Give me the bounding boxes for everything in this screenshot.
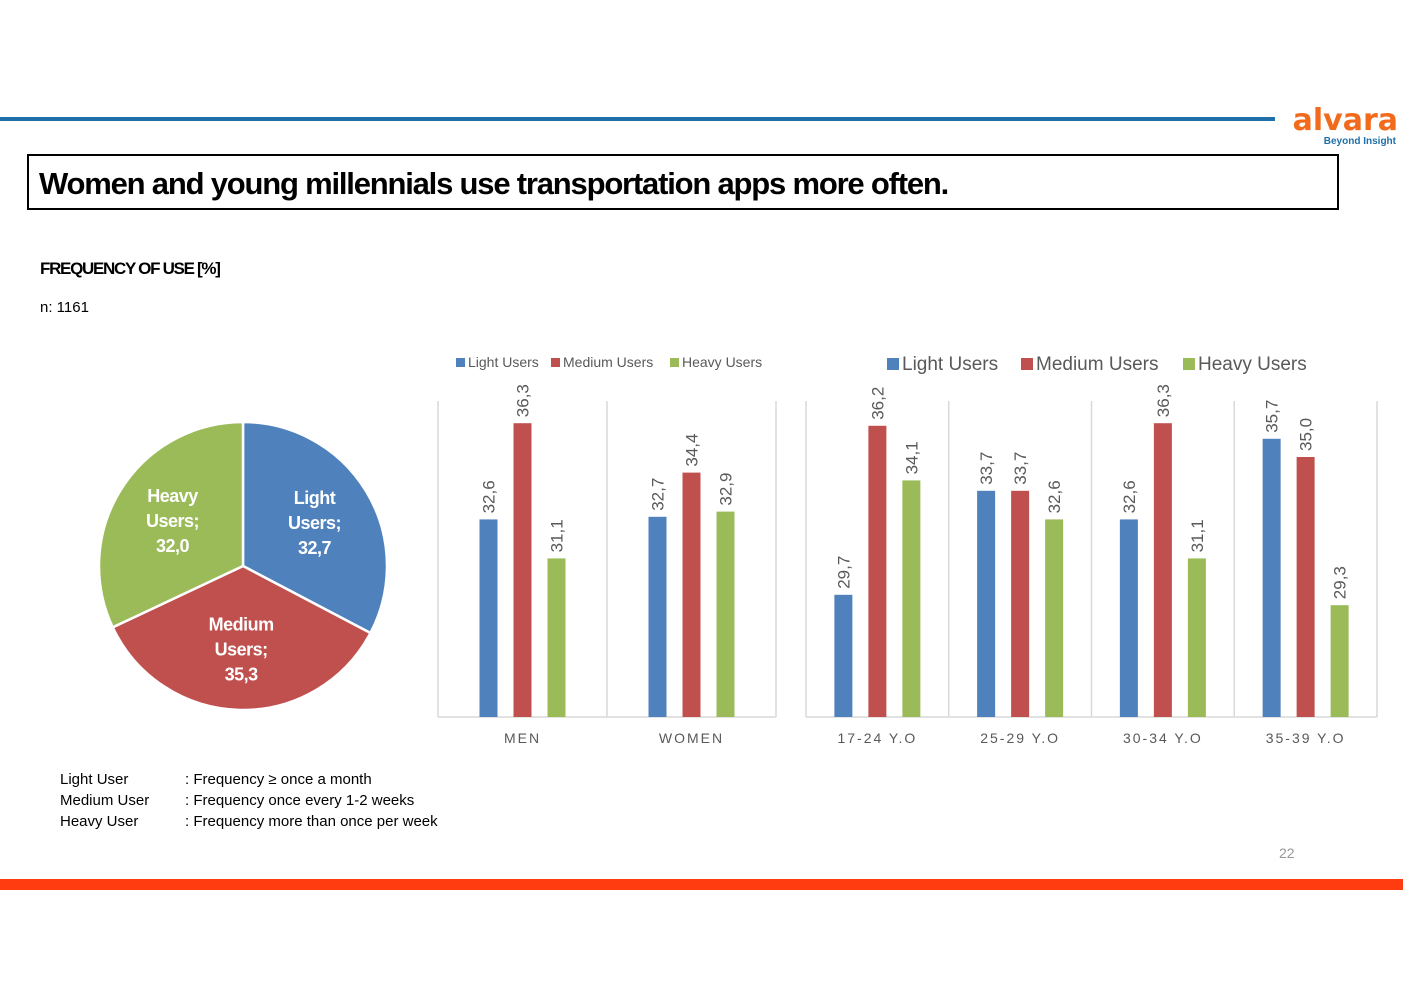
bar-medium-users — [682, 472, 701, 717]
bar-value-label: 32,6 — [1120, 480, 1139, 513]
category-tick-label: 30-34 Y.O — [1123, 730, 1203, 746]
legend-swatch — [551, 358, 560, 367]
bar-heavy-users — [1045, 519, 1064, 717]
pie-data-label: Heavy — [147, 486, 198, 506]
pie-data-label: Medium — [209, 614, 274, 634]
category-tick-label: 25-29 Y.O — [980, 730, 1060, 746]
bar-value-label: 32,6 — [1045, 480, 1064, 513]
bar-light-users — [977, 490, 996, 717]
pie-data-label: Users; — [215, 639, 268, 659]
legend-entry: Medium Users — [563, 354, 653, 370]
bar-value-label: 33,7 — [977, 452, 996, 485]
bar-value-label: 35,0 — [1297, 418, 1316, 451]
category-tick-label: 17-24 Y.O — [837, 730, 917, 746]
pie-slice-medium-users — [111, 564, 373, 712]
bar-value-label: 32,6 — [480, 480, 499, 513]
legend-entry: Heavy Users — [1198, 354, 1307, 375]
bar-value-label: 36,2 — [868, 387, 887, 420]
definition-term: Heavy User — [60, 813, 139, 830]
bar-medium-users — [1296, 457, 1315, 717]
bar-medium-users — [1011, 490, 1030, 717]
bar-heavy-users — [1187, 558, 1206, 717]
pie-data-label: Users; — [146, 511, 199, 531]
pie-data-label: 35,3 — [225, 664, 259, 684]
bar-value-label: 29,7 — [834, 556, 853, 589]
legend-swatch — [670, 358, 679, 367]
bar-light-users — [1119, 519, 1138, 717]
pie-data-label: Light — [294, 488, 336, 508]
legend-swatch — [1021, 358, 1033, 370]
footer-bar — [0, 879, 1403, 890]
definition-desc: : Frequency once every 1-2 weeks — [185, 792, 415, 809]
bar-value-label: 32,7 — [649, 478, 668, 511]
definition-term: Medium User — [60, 792, 150, 809]
chart-subtitle: FREQUENCY OF USE [%] — [40, 259, 221, 278]
bar-medium-users — [513, 423, 532, 717]
bar-value-label: 32,9 — [717, 473, 736, 506]
bar-value-label: 29,3 — [1331, 566, 1350, 599]
legend-entry: Light Users — [468, 354, 539, 370]
pie-data-label: 32,7 — [298, 538, 332, 558]
page-number: 22 — [1279, 845, 1295, 861]
header-accent-line — [0, 117, 1275, 121]
page-title: Women and young millennials use transpor… — [39, 166, 949, 201]
legend-swatch — [1183, 358, 1195, 370]
bar-medium-users — [868, 425, 887, 717]
bar-light-users — [648, 516, 667, 717]
bar-heavy-users — [547, 558, 566, 717]
pie-data-label: 32,0 — [156, 536, 190, 556]
bar-value-label: 34,1 — [902, 441, 921, 474]
bar-value-label: 31,1 — [1188, 519, 1207, 552]
bar-medium-users — [1153, 423, 1172, 717]
bar-value-label: 36,3 — [514, 384, 533, 417]
bar-value-label: 35,7 — [1263, 400, 1282, 433]
pie-slice-heavy-users — [97, 420, 245, 629]
legend-swatch — [887, 358, 899, 370]
definition-term: Light User — [60, 771, 129, 788]
bar-value-label: 34,4 — [683, 434, 702, 467]
bar-value-label: 36,3 — [1154, 384, 1173, 417]
bar-light-users — [1262, 438, 1281, 717]
bar-heavy-users — [902, 480, 921, 717]
bar-heavy-users — [716, 511, 735, 717]
pie-data-label: Users; — [288, 513, 341, 533]
bar-light-users — [479, 519, 498, 717]
category-tick-label: MEN — [504, 730, 541, 746]
pie-slice-light-users — [241, 420, 389, 635]
legend-entry: Heavy Users — [682, 354, 762, 370]
definition-desc: : Frequency ≥ once a month — [185, 771, 372, 788]
legend-entry: Medium Users — [1036, 354, 1158, 375]
logo-text: alvara — [1292, 103, 1398, 138]
bar-value-label: 31,1 — [548, 519, 567, 552]
bar-light-users — [834, 594, 853, 717]
category-tick-label: WOMEN — [659, 730, 724, 746]
legend-entry: Light Users — [902, 354, 998, 375]
title-box: Women and young millennials use transpor… — [27, 154, 1339, 210]
legend-swatch — [456, 358, 465, 367]
company-logo: alvara Beyond Insight — [1276, 103, 1400, 149]
bar-heavy-users — [1330, 605, 1349, 717]
category-tick-label: 35-39 Y.O — [1266, 730, 1346, 746]
logo-tagline: Beyond Insight — [1323, 136, 1396, 147]
sample-size: n: 1161 — [40, 299, 89, 316]
bar-value-label: 33,7 — [1011, 452, 1030, 485]
definition-desc: : Frequency more than once per week — [185, 813, 438, 830]
